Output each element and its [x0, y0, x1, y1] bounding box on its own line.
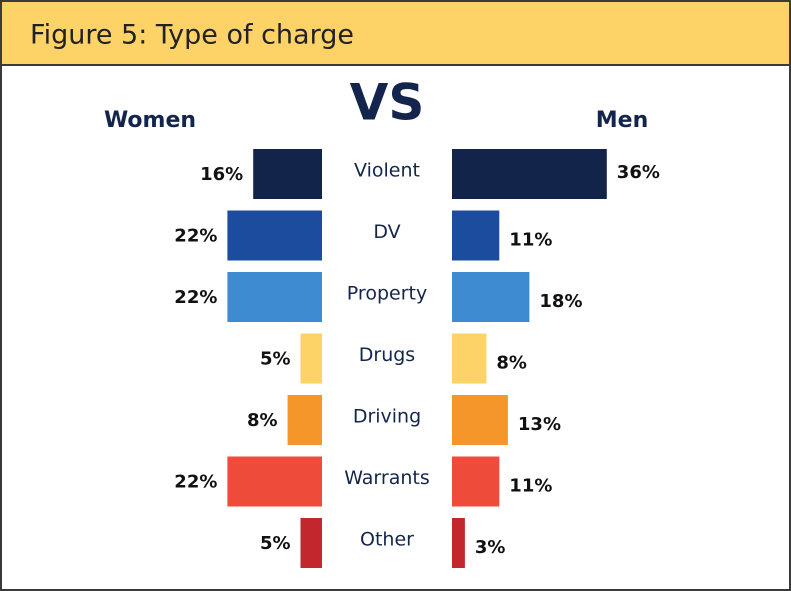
value-label: 22% [174, 472, 217, 493]
category-label: Drugs [359, 344, 415, 366]
value-label: 22% [174, 226, 217, 247]
legend-men: Men [596, 108, 648, 133]
bar-men [452, 333, 487, 384]
value-label: 16% [200, 164, 243, 185]
category-label: Warrants [344, 467, 430, 489]
bar-men [452, 210, 500, 261]
value-label: 5% [260, 533, 291, 554]
value-label: 36% [617, 162, 660, 183]
title-band [2, 2, 789, 65]
value-label: 11% [509, 476, 552, 497]
category-label: Property [347, 283, 427, 305]
chart-title: Figure 5: Type of charge [30, 20, 354, 51]
value-label: 8% [247, 410, 278, 431]
bar-men [452, 395, 508, 445]
bar-women [300, 518, 322, 568]
bar-women [287, 395, 322, 445]
value-label: 3% [475, 537, 506, 558]
value-label: 18% [539, 291, 582, 312]
bar-women [227, 272, 322, 322]
value-label: 11% [509, 230, 552, 251]
category-label: DV [373, 221, 400, 243]
category-label: Other [360, 529, 414, 551]
bar-women [300, 333, 322, 384]
category-label: Driving [353, 406, 421, 428]
value-label: 13% [518, 414, 561, 435]
bar-women [253, 149, 322, 199]
value-label: 22% [174, 287, 217, 308]
bar-men [452, 456, 500, 507]
bar-women [227, 210, 322, 261]
value-label: 5% [260, 349, 291, 370]
category-label: Violent [354, 160, 420, 182]
bar-women [227, 456, 322, 507]
bar-men [452, 149, 607, 199]
value-label: 8% [496, 353, 527, 374]
bar-men [452, 272, 530, 322]
vs-label: VS [350, 74, 425, 132]
legend-women: Women [104, 108, 196, 133]
bar-men [452, 518, 465, 568]
